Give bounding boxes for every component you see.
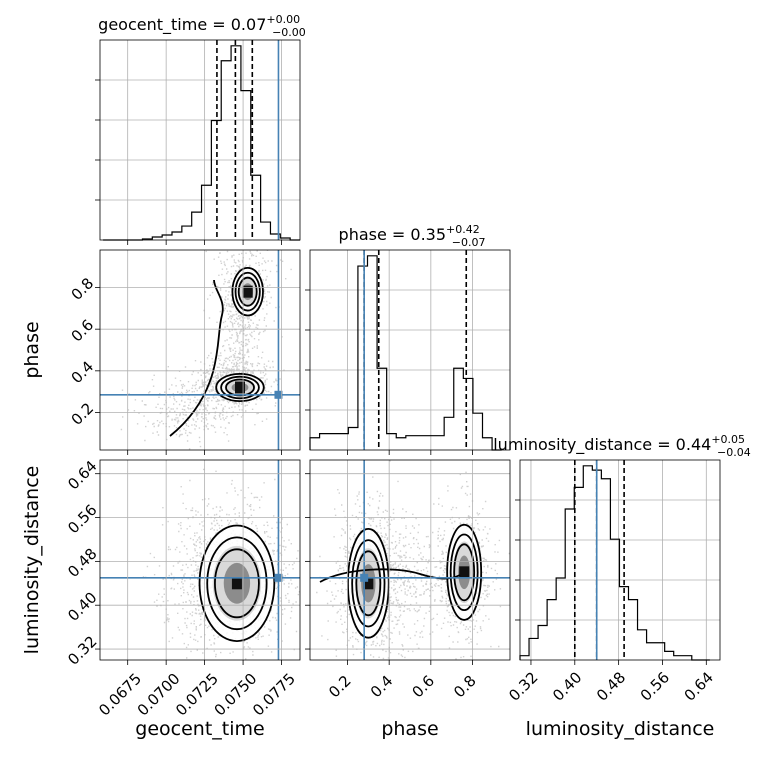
- truth-marker: [360, 573, 369, 582]
- x-tick-label: 0.4: [367, 672, 397, 702]
- density-contour: [234, 271, 261, 312]
- histogram-frame: [519, 459, 721, 661]
- panel-frame: [99, 459, 301, 661]
- panel-content: [100, 460, 300, 660]
- density-contour: [355, 550, 382, 617]
- y-tick-label: 0.32: [64, 632, 100, 668]
- density-contour: [231, 266, 264, 317]
- panel-frame: [99, 249, 301, 451]
- density-peak: [363, 577, 374, 590]
- y-tick-label: 0.4: [68, 357, 98, 387]
- truth-marker: [274, 573, 283, 582]
- y-tick-label: 0.6: [68, 316, 98, 346]
- density-contour: [198, 524, 276, 642]
- scatter-points: [316, 460, 510, 660]
- panel-title: geocent_time = 0.07+0.00 −0.00: [98, 13, 306, 39]
- density-contour: [347, 527, 390, 639]
- histogram-step: [309, 255, 502, 451]
- density-contour: [453, 543, 476, 602]
- x-axis-label: luminosity_distance: [526, 718, 715, 740]
- x-tick-label: 0.8: [450, 672, 480, 702]
- density-contour: [169, 279, 224, 437]
- x-tick-label: 0.32: [505, 668, 541, 704]
- x-tick-label: 0.2: [325, 672, 355, 702]
- x-tick-label: 0.48: [593, 668, 629, 704]
- x-axis-label: phase: [381, 718, 438, 740]
- panel-title: phase = 0.35+0.42 −0.07: [339, 223, 486, 249]
- histogram-frame: [309, 249, 511, 451]
- truth-marker: [274, 390, 283, 399]
- density-peak: [231, 577, 242, 590]
- density-contour: [446, 523, 483, 621]
- y-tick-label: 0.56: [64, 501, 100, 537]
- panel-content: [310, 460, 510, 660]
- density-contour: [220, 375, 260, 400]
- density-peak: [459, 566, 470, 579]
- density-contour: [449, 533, 479, 612]
- density-contour: [214, 548, 260, 619]
- density-contour: [215, 372, 265, 402]
- histogram-step: [519, 465, 710, 661]
- y-tick-label: 0.2: [68, 399, 98, 429]
- x-tick-label: 0.64: [681, 668, 717, 704]
- density-peak: [235, 381, 245, 394]
- histogram-step: [103, 45, 300, 241]
- panel-content: [100, 250, 300, 450]
- y-axis-label: luminosity_distance: [21, 466, 43, 655]
- density-contour: [237, 276, 258, 307]
- y-tick-label: 0.8: [68, 274, 98, 304]
- panel-frame: [309, 459, 511, 661]
- x-axis-label: geocent_time: [135, 718, 264, 740]
- scatter-points: [120, 250, 292, 450]
- density-peak: [242, 285, 253, 298]
- x-tick-label: 0.40: [549, 668, 585, 704]
- y-tick-label: 0.64: [64, 457, 100, 493]
- density-contour: [206, 536, 268, 631]
- density-contour: [351, 539, 386, 628]
- histogram-frame: [99, 39, 301, 241]
- x-tick-label: 0.56: [637, 668, 673, 704]
- y-tick-label: 0.40: [64, 588, 100, 624]
- y-tick-label: 0.48: [64, 545, 100, 581]
- x-tick-label: 0.6: [408, 672, 438, 702]
- panel-title: luminosity_distance = 0.44+0.05 −0.04: [493, 433, 751, 459]
- y-axis-label: phase: [21, 321, 43, 378]
- x-tick-label: 0.0775: [249, 670, 299, 720]
